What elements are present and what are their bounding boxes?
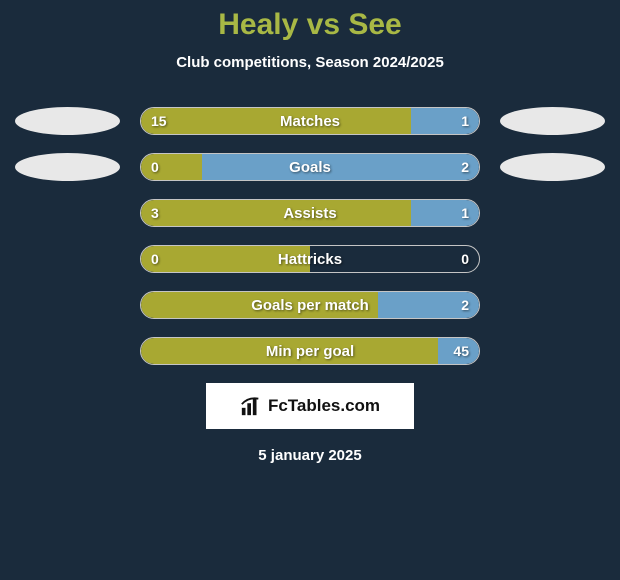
stat-row: 151Matches — [0, 107, 620, 135]
spacer — [15, 245, 120, 273]
stat-bar: 2Goals per match — [140, 291, 480, 319]
spacer — [15, 337, 120, 365]
comparison-card: Healy vs See Club competitions, Season 2… — [0, 0, 620, 580]
stat-bar: 31Assists — [140, 199, 480, 227]
stat-bar: 02Goals — [140, 153, 480, 181]
team-oval-right — [500, 107, 605, 135]
date-label: 5 january 2025 — [0, 447, 620, 464]
team-oval-left — [15, 107, 120, 135]
team-oval-right — [500, 153, 605, 181]
stat-bar: 00Hattricks — [140, 245, 480, 273]
stat-label: Hattricks — [141, 246, 479, 272]
page-title: Healy vs See — [0, 8, 620, 42]
stat-row: 02Goals — [0, 153, 620, 181]
spacer — [500, 291, 605, 319]
spacer — [15, 199, 120, 227]
stat-row: 31Assists — [0, 199, 620, 227]
brand-badge[interactable]: FcTables.com — [206, 383, 414, 429]
team-oval-left — [15, 153, 120, 181]
brand-text: FcTables.com — [268, 396, 380, 416]
stats-list: 151Matches 02Goals 31Assists 00Hattricks 2Go… — [0, 107, 620, 365]
stat-row: 45Min per goal — [0, 337, 620, 365]
spacer — [15, 291, 120, 319]
stat-row: 2Goals per match — [0, 291, 620, 319]
spacer — [500, 199, 605, 227]
subtitle: Club competitions, Season 2024/2025 — [0, 54, 620, 71]
stat-row: 00Hattricks — [0, 245, 620, 273]
stat-label: Matches — [141, 108, 479, 134]
stat-bar: 151Matches — [140, 107, 480, 135]
stat-label: Assists — [141, 200, 479, 226]
stat-label: Goals — [141, 154, 479, 180]
stat-label: Goals per match — [141, 292, 479, 318]
barchart-icon — [240, 395, 262, 417]
spacer — [500, 245, 605, 273]
stat-bar: 45Min per goal — [140, 337, 480, 365]
stat-label: Min per goal — [141, 338, 479, 364]
spacer — [500, 337, 605, 365]
